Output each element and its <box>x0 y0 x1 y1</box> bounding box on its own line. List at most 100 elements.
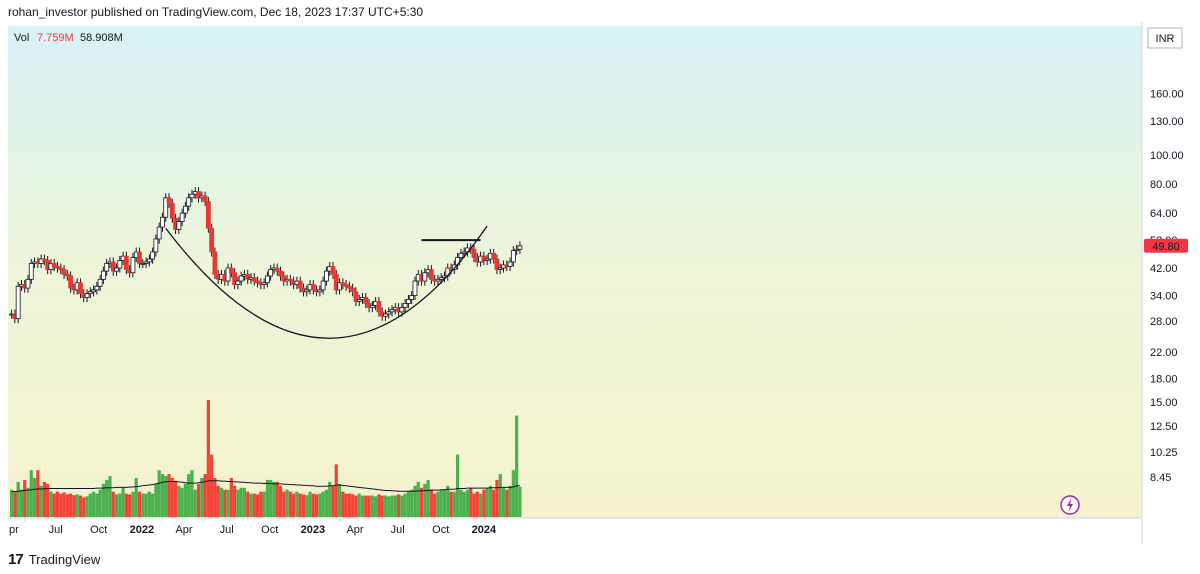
volume-bar <box>42 481 46 517</box>
candle <box>340 278 346 290</box>
volume-bar <box>160 474 165 517</box>
candle <box>64 269 70 281</box>
volume-bar <box>183 483 188 517</box>
candle <box>51 258 57 272</box>
candle <box>235 276 241 290</box>
candle <box>169 198 175 223</box>
volume-bar <box>13 491 17 517</box>
volume-bar <box>210 454 214 517</box>
price-tick-label: 8.45 <box>1150 472 1171 484</box>
cup-curve-annotation[interactable] <box>165 225 488 339</box>
candle <box>264 271 270 288</box>
volume-bar <box>459 489 463 517</box>
volume-bar <box>449 491 453 517</box>
candle <box>304 285 310 297</box>
volume-bar <box>452 491 456 517</box>
volume-bar <box>141 493 145 517</box>
volume-bar <box>200 478 204 517</box>
volume-bar <box>295 491 299 517</box>
volume-bar <box>151 493 155 517</box>
volume-bar <box>423 483 427 517</box>
candle <box>61 265 67 279</box>
volume-bar <box>314 494 319 517</box>
candle <box>156 222 162 244</box>
volume-bar <box>124 493 128 517</box>
volume-bar <box>128 494 132 517</box>
time-tick-label: 2024 <box>472 524 497 536</box>
volume-bar <box>26 487 30 517</box>
volume-bar <box>249 493 253 517</box>
candle <box>143 257 149 269</box>
candle <box>110 257 116 276</box>
volume-bar <box>416 481 420 517</box>
candle <box>497 263 503 275</box>
volume-bar <box>269 479 273 517</box>
time-tick-label: Oct <box>90 524 107 536</box>
price-tick-label: 130.00 <box>1150 116 1184 128</box>
time-tick-label: Apr <box>346 524 363 536</box>
candle <box>205 196 211 233</box>
volume-bars <box>9 400 522 517</box>
price-tick-label: 34.00 <box>1150 291 1178 303</box>
candle <box>356 294 362 307</box>
volume-bar <box>439 489 443 517</box>
candle <box>238 271 244 286</box>
volume-bar <box>275 481 279 517</box>
candle <box>376 296 382 317</box>
volume-bar <box>495 479 499 517</box>
candle <box>94 281 100 295</box>
volume-bar <box>488 485 493 517</box>
candle <box>160 212 165 232</box>
volume-bar <box>46 483 50 517</box>
volume-bar <box>380 495 384 517</box>
volume-bar <box>334 464 338 517</box>
volume-bar <box>167 474 171 517</box>
bolt-icon[interactable] <box>1060 495 1080 515</box>
volume-bar <box>229 478 233 517</box>
volume-bar <box>433 493 437 517</box>
volume-bar <box>265 479 269 517</box>
volume-bar <box>282 491 286 517</box>
candle <box>481 251 487 266</box>
price-axis[interactable] <box>1142 22 1200 544</box>
volume-bar <box>23 479 27 517</box>
candle <box>38 254 44 269</box>
candle <box>389 305 395 317</box>
volume-bar <box>498 474 502 517</box>
volume-bar <box>131 491 135 517</box>
candle <box>363 292 369 309</box>
time-tick-label: pr <box>9 524 19 536</box>
volume-bar <box>62 492 66 517</box>
candle <box>137 247 142 269</box>
price-tick-label: 100.00 <box>1150 150 1184 162</box>
candle <box>261 278 267 290</box>
volume-bar <box>108 476 112 517</box>
volume-bar <box>52 493 56 517</box>
volume-bar <box>305 495 309 517</box>
currency-box[interactable] <box>1147 27 1183 49</box>
volume-bar <box>173 481 178 517</box>
candle <box>41 254 47 266</box>
price-tick-label: 15.00 <box>1150 397 1178 409</box>
candle <box>228 263 234 278</box>
volume-bar <box>262 491 266 517</box>
volume-bar <box>114 494 119 517</box>
candle <box>255 276 260 288</box>
price-chart[interactable]: Vol 7.759M 58.908M INR 8.45 10.25 12.50 15.… <box>0 22 1200 544</box>
price-tick-label: 80.00 <box>1150 179 1178 191</box>
candle <box>386 307 392 319</box>
candle <box>212 247 218 279</box>
candle <box>471 244 477 263</box>
candle <box>507 257 513 272</box>
volume-bar <box>233 485 237 517</box>
volume-bar <box>154 483 158 517</box>
volume-bar <box>377 494 381 517</box>
volume-bar <box>88 493 92 517</box>
candle <box>350 283 356 297</box>
candle <box>402 298 408 313</box>
volume-bar <box>364 495 368 517</box>
volume-bar <box>137 491 142 517</box>
candle <box>484 254 490 266</box>
candle <box>140 258 146 269</box>
volume-bar <box>98 489 102 517</box>
